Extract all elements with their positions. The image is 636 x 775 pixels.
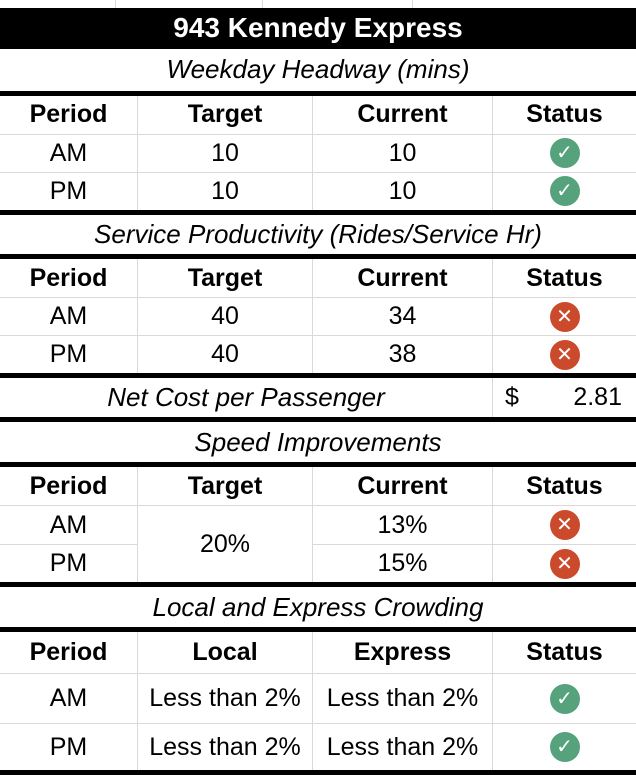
cell-period: AM — [0, 133, 138, 172]
cell-local: Less than 2% — [138, 673, 313, 724]
crowding-row-am: AM Less than 2% Less than 2% ✓ — [0, 673, 636, 724]
headway-header-row: Period Target Current Status — [0, 95, 636, 134]
cell-current: 38 — [313, 335, 493, 374]
column-header-current: Current — [313, 467, 493, 506]
x-circle-icon: ✕ — [549, 339, 580, 370]
net-cost-label: Net Cost per Passenger — [0, 378, 493, 418]
check-circle-icon: ✓ — [549, 732, 580, 763]
cell-target-merged: 20% — [138, 506, 313, 583]
section-heading-text: Weekday Headway (mins) — [166, 54, 470, 85]
column-header-current: Current — [313, 95, 493, 134]
x-circle-icon: ✕ — [549, 510, 580, 541]
column-header-status: Status — [526, 100, 603, 129]
section-heading-speed-improvements: Speed Improvements — [0, 422, 636, 468]
cell-current: 15% — [313, 544, 493, 583]
productivity-header-row: Period Target Current Status — [0, 259, 636, 298]
x-circle-icon: ✕ — [549, 548, 580, 579]
cell-express: Less than 2% — [313, 673, 493, 724]
status-badge-cell: ✕ — [493, 544, 636, 582]
speed-table-body: AM 20% 13% ✕ PM 15% ✕ — [0, 505, 636, 588]
column-header-current: Current — [313, 259, 493, 298]
cell-target: 40 — [138, 297, 313, 336]
status-badge-cell: ✕ — [493, 506, 636, 544]
check-circle-icon: ✓ — [549, 138, 580, 169]
section-heading-service-productivity: Service Productivity (Rides/Service Hr) — [0, 214, 636, 260]
cell-current: 10 — [313, 133, 493, 172]
section-heading-crowding: Local and Express Crowding — [0, 587, 636, 633]
column-header-period: Period — [0, 95, 138, 134]
cell-current: 10 — [313, 171, 493, 210]
sheet-gridline — [115, 0, 116, 8]
section-heading-text: Speed Improvements — [194, 426, 442, 457]
column-header-status: Status — [526, 263, 603, 292]
column-header-local: Local — [138, 632, 313, 674]
column-header-express: Express — [313, 632, 493, 674]
section-heading-text: Service Productivity (Rides/Service Hr) — [94, 219, 542, 250]
column-header-target: Target — [138, 95, 313, 134]
net-cost-value: 2.81 — [573, 383, 622, 412]
sheet-gridline — [412, 0, 413, 8]
status-badge-cell: ✓ — [493, 673, 636, 723]
column-header-period: Period — [0, 632, 138, 674]
cell-period: PM — [0, 171, 138, 210]
column-header-period: Period — [0, 467, 138, 506]
cell-period: PM — [0, 544, 138, 583]
section-heading-weekday-headway: Weekday Headway (mins) — [0, 48, 636, 96]
cell-period: AM — [0, 673, 138, 724]
column-header-status: Status — [526, 638, 603, 667]
section-heading-text: Local and Express Crowding — [152, 591, 484, 622]
column-header-period: Period — [0, 259, 138, 298]
cell-period: AM — [0, 506, 138, 545]
status-badge-cell: ✓ — [493, 723, 636, 770]
productivity-row-pm: PM 40 38 ✕ — [0, 335, 636, 379]
column-header-target: Target — [138, 259, 313, 298]
status-badge-cell: ✕ — [493, 335, 636, 373]
net-cost-row: Net Cost per Passenger $ 2.81 — [0, 378, 636, 423]
status-badge-cell: ✕ — [493, 297, 636, 335]
speed-header-row: Period Target Current Status — [0, 467, 636, 506]
cell-target: 10 — [138, 133, 313, 172]
column-header-status: Status — [526, 471, 603, 500]
headway-row-am: AM 10 10 ✓ — [0, 133, 636, 172]
sheet-partial-row-top — [0, 0, 636, 8]
check-circle-icon: ✓ — [549, 176, 580, 207]
cell-current: 13% — [313, 506, 493, 545]
cell-express: Less than 2% — [313, 723, 493, 771]
cell-target: 10 — [138, 171, 313, 210]
net-cost-amount-cell: $ 2.81 — [493, 378, 636, 417]
status-badge-cell: ✓ — [493, 133, 636, 172]
crowding-header-row: Period Local Express Status — [0, 632, 636, 674]
cell-period: AM — [0, 297, 138, 336]
productivity-row-am: AM 40 34 ✕ — [0, 297, 636, 336]
cell-period: PM — [0, 335, 138, 374]
status-badge-cell: ✓ — [493, 171, 636, 210]
cell-period: PM — [0, 723, 138, 771]
x-circle-icon: ✕ — [549, 301, 580, 332]
cell-current: 34 — [313, 297, 493, 336]
crowding-row-pm: PM Less than 2% Less than 2% ✓ — [0, 723, 636, 775]
table-title: 943 Kennedy Express — [173, 12, 463, 44]
cell-local: Less than 2% — [138, 723, 313, 771]
column-header-target: Target — [138, 467, 313, 506]
table-title-bar: 943 Kennedy Express — [0, 7, 636, 49]
cell-target: 40 — [138, 335, 313, 374]
headway-row-pm: PM 10 10 ✓ — [0, 171, 636, 215]
sheet-gridline — [262, 0, 263, 8]
check-circle-icon: ✓ — [549, 683, 580, 714]
currency-symbol: $ — [505, 383, 519, 412]
